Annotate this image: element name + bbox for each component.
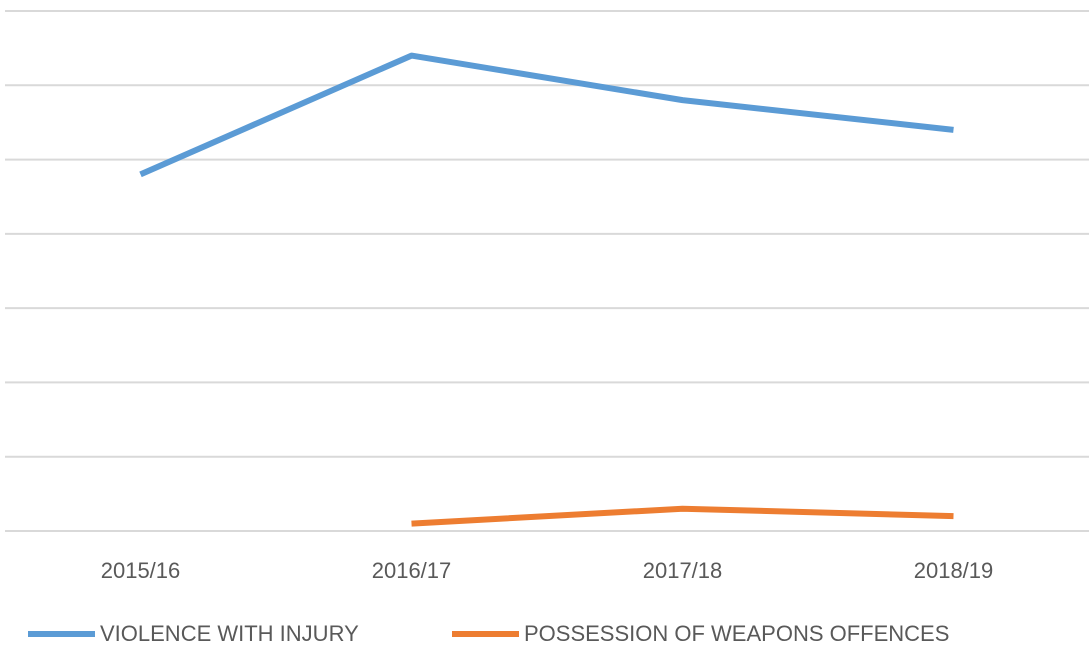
legend-label: VIOLENCE WITH INJURY [100,621,359,646]
line-series [411,505,954,527]
x-tick-label: 2017/18 [643,558,723,583]
x-tick-label: 2018/19 [914,558,994,583]
x-tick-label: 2015/16 [101,558,181,583]
x-tick-label: 2016/17 [372,558,452,583]
legend-label: POSSESSION OF WEAPONS OFFENCES [524,621,949,646]
line-series [139,52,954,178]
